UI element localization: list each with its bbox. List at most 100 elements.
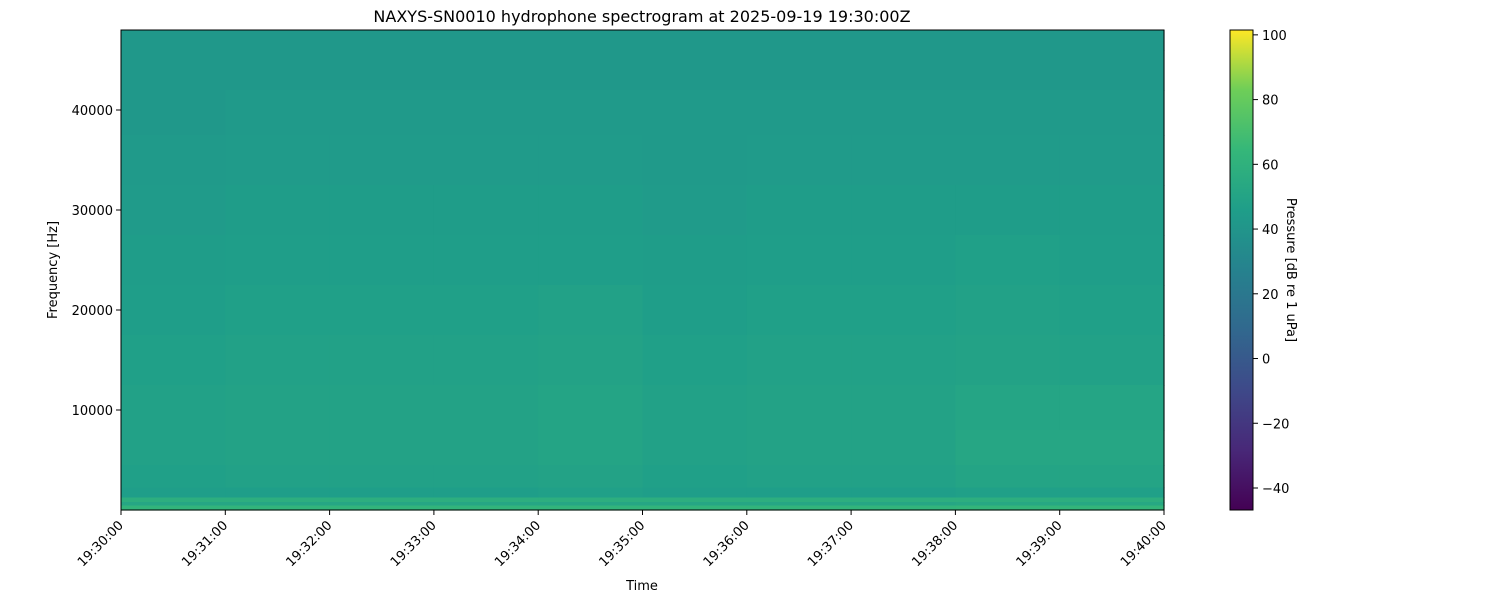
heatmap-cell — [746, 50, 852, 91]
heatmap-cell — [225, 50, 331, 91]
x-tick-label: 19:35:00 — [596, 518, 648, 570]
x-tick-label: 19:39:00 — [1014, 518, 1066, 570]
heatmap-cell — [433, 90, 539, 136]
y-tick-label: 30000 — [72, 204, 113, 219]
heatmap-cell — [851, 335, 956, 386]
heatmap-cell — [746, 502, 852, 507]
heatmap-cell — [746, 285, 852, 336]
heatmap-cell — [851, 502, 956, 507]
heatmap-cell — [329, 465, 435, 489]
heatmap-cell — [642, 135, 748, 186]
x-tick-label: 19:33:00 — [388, 518, 440, 570]
colorbar-tick-label: 60 — [1262, 158, 1279, 173]
heatmap-cell — [955, 497, 1061, 503]
heatmap-cell — [746, 465, 852, 489]
heatmap-cell — [329, 285, 435, 336]
heatmap-cell — [642, 465, 748, 489]
heatmap-cell — [955, 90, 1061, 136]
heatmap-cell — [433, 285, 539, 336]
heatmap-cells — [121, 30, 1165, 511]
heatmap-cell — [121, 430, 226, 466]
heatmap-cell — [642, 185, 748, 236]
heatmap-cell — [329, 90, 435, 136]
heatmap-cell — [955, 505, 1061, 511]
x-axis-ticks: 19:30:00 19:31:00 19:32:00 19:33:00 19:34:00… — [75, 510, 1170, 570]
colorbar-tick-label: 0 — [1262, 353, 1270, 368]
heatmap-cell — [642, 90, 748, 136]
heatmap-cell — [433, 430, 539, 466]
colorbar-tick-label: −40 — [1262, 482, 1289, 497]
heatmap-cell — [121, 235, 226, 286]
heatmap-cell — [1059, 285, 1165, 336]
heatmap-cell — [642, 235, 748, 286]
heatmap-cell — [851, 385, 956, 431]
heatmap-cell — [329, 50, 435, 91]
heatmap-cell — [955, 30, 1061, 51]
heatmap-cell — [121, 90, 226, 136]
heatmap-cell — [642, 385, 748, 431]
heatmap-cell — [225, 135, 331, 186]
heatmap-cell — [433, 497, 539, 503]
heatmap-cell — [1059, 505, 1165, 511]
heatmap-cell — [329, 385, 435, 431]
heatmap-cell — [642, 497, 748, 503]
heatmap-cell — [851, 487, 956, 499]
heatmap-cell — [433, 135, 539, 186]
heatmap-cell — [851, 505, 956, 511]
heatmap-cell — [121, 135, 226, 186]
heatmap-cell — [329, 135, 435, 186]
heatmap-cell — [329, 497, 435, 503]
x-tick-label: 19:36:00 — [701, 518, 753, 570]
heatmap-cell — [1059, 497, 1165, 503]
heatmap-cell — [746, 497, 852, 503]
colorbar-tick-label: 20 — [1262, 288, 1279, 303]
heatmap-cell — [433, 465, 539, 489]
colorbar-label: Pressure [dB re 1 uPa] — [1283, 198, 1298, 342]
x-tick-label: 19:30:00 — [75, 518, 127, 570]
y-tick-label: 10000 — [72, 404, 113, 419]
heatmap-cell — [1059, 465, 1165, 489]
heatmap-cell — [433, 385, 539, 431]
heatmap-cell — [121, 285, 226, 336]
heatmap-cell — [225, 385, 331, 431]
chart-title: NAXYS-SN0010 hydrophone spectrogram at 2… — [373, 7, 910, 26]
heatmap-cell — [121, 505, 226, 511]
heatmap-cell — [746, 185, 852, 236]
heatmap-cell — [433, 185, 539, 236]
heatmap-cell — [538, 90, 644, 136]
heatmap-cell — [225, 285, 331, 336]
x-tick-label: 19:37:00 — [805, 518, 857, 570]
heatmap-cell — [329, 235, 435, 286]
x-axis-label: Time — [625, 579, 658, 594]
heatmap-cell — [121, 335, 226, 386]
heatmap-cell — [329, 335, 435, 386]
heatmap-cell — [225, 505, 331, 511]
heatmap-cell — [955, 502, 1061, 507]
heatmap-cell — [746, 385, 852, 431]
heatmap-cell — [433, 505, 539, 511]
x-tick-label: 19:40:00 — [1118, 518, 1170, 570]
x-tick-label: 19:38:00 — [909, 518, 961, 570]
heatmap-cell — [538, 502, 644, 507]
y-axis-label: Frequency [Hz] — [46, 221, 61, 319]
heatmap-cell — [121, 30, 226, 51]
heatmap-cell — [433, 30, 539, 51]
heatmap-cell — [746, 135, 852, 186]
heatmap-cell — [329, 487, 435, 499]
heatmap-cell — [225, 502, 331, 507]
heatmap-cell — [538, 487, 644, 499]
heatmap-cell — [851, 30, 956, 51]
x-tick-label: 19:32:00 — [284, 518, 336, 570]
heatmap-cell — [538, 185, 644, 236]
y-axis-ticks: 10000 20000 30000 40000 — [72, 104, 121, 419]
heatmap-cell — [538, 465, 644, 489]
heatmap-cell — [955, 50, 1061, 91]
heatmap-cell — [746, 235, 852, 286]
heatmap-cell — [746, 430, 852, 466]
heatmap-cell — [538, 385, 644, 431]
heatmap-cell — [851, 90, 956, 136]
heatmap-cell — [121, 502, 226, 507]
heatmap-cell — [642, 30, 748, 51]
colorbar-tick-label: −20 — [1262, 417, 1289, 432]
